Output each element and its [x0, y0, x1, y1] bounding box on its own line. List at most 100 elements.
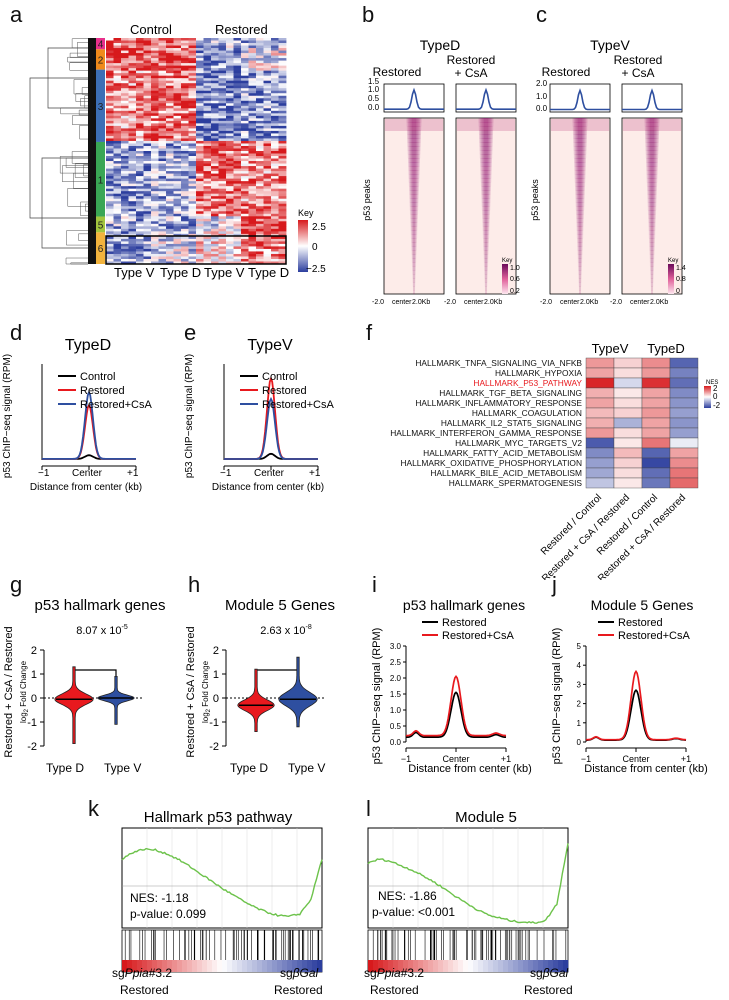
heat-cell: [233, 213, 242, 217]
density-band: [575, 198, 585, 203]
heat-cell: [203, 130, 212, 134]
density-band: [646, 150, 658, 155]
density-band: [412, 270, 416, 275]
density-band: [575, 150, 585, 155]
heat-cell: [143, 78, 152, 82]
heat-cell: [143, 138, 152, 142]
heat-cell: [233, 105, 242, 109]
rank-gradient: [282, 960, 288, 972]
heat-cell: [106, 163, 114, 167]
heat-cell: [271, 178, 279, 182]
density-band: [649, 178, 655, 183]
heat-cell: [143, 178, 152, 182]
density-band: [412, 246, 416, 251]
heat-cell: [113, 181, 122, 185]
density-band: [578, 210, 582, 215]
heat-cell: [263, 221, 272, 225]
col-group-control: Control: [130, 22, 172, 37]
heat-cell: [218, 166, 227, 169]
density-band: [650, 266, 654, 271]
heat-cell: [106, 246, 114, 250]
heat-cell: [196, 38, 204, 41]
heatmap-cells: [106, 38, 287, 265]
rank-gradient: [488, 960, 494, 972]
density-band: [578, 134, 582, 139]
heat-cell: [121, 148, 129, 152]
density-band: [649, 262, 655, 267]
heat-cell: [248, 228, 257, 232]
density-band: [578, 242, 582, 247]
xtick-left-2: -2.0: [610, 299, 622, 306]
heat-cell: [271, 95, 279, 99]
heat-cell: [211, 148, 219, 152]
heat-cell: [128, 221, 137, 225]
density-band: [484, 214, 488, 219]
heat-cell: [211, 218, 219, 222]
heat-cell: [143, 130, 152, 134]
heat-cell: [113, 211, 122, 215]
rank-gradient: [398, 960, 404, 972]
density-band: [578, 178, 582, 183]
density-band: [483, 242, 489, 247]
heat-cell: [128, 50, 137, 54]
heat-cell: [248, 105, 257, 109]
panel-letter-a: a: [10, 2, 23, 27]
heat-cell: [136, 261, 144, 265]
heat-cell: [196, 241, 204, 245]
heat-cell: [203, 201, 212, 205]
dendro-branch: [70, 262, 88, 265]
heat-cell: [143, 218, 152, 222]
heat-cell: [278, 50, 287, 54]
density-band: [482, 134, 490, 139]
heat-cell: [256, 228, 264, 232]
heat-cell: [188, 133, 197, 137]
heat-cell: [136, 95, 144, 99]
density-band: [412, 210, 416, 215]
heat-cell: [181, 88, 189, 92]
heat-cell: [166, 173, 174, 177]
heat-cell: [233, 145, 242, 149]
heat-cell: [106, 100, 114, 104]
heat-cell: [121, 58, 129, 61]
density-band: [579, 286, 581, 291]
heat-cell: [218, 145, 227, 149]
heat-cell: [136, 100, 144, 104]
density-band: [650, 246, 654, 251]
heat-cell: [278, 156, 287, 159]
heat-cell: [278, 238, 287, 242]
heat-cell: [106, 208, 114, 212]
heat-cell: [121, 248, 129, 252]
density-band: [577, 118, 583, 123]
heat-cell: [121, 171, 129, 174]
nes-cell: [641, 407, 671, 419]
heat-cell: [271, 93, 279, 97]
density-band: [578, 174, 582, 179]
heat-cell: [181, 231, 189, 235]
heat-cell: [211, 201, 219, 205]
density-band: [485, 234, 487, 239]
heat-cell: [196, 168, 204, 172]
heat-cell: [278, 163, 287, 167]
heat-cell: [248, 38, 257, 41]
heat-cell: [136, 211, 144, 215]
density-band: [578, 150, 582, 155]
sig-bracket: [73, 669, 117, 678]
heat-cell: [113, 103, 122, 107]
panel-e-line: TypeV p53 ChIP−seq signal (RPM) −1 Cente…: [184, 337, 335, 493]
heat-cell: [106, 133, 114, 137]
heat-cell: [188, 78, 197, 82]
density-band: [649, 146, 655, 151]
density-band: [408, 126, 420, 131]
density-band: [650, 238, 654, 243]
heat-cell: [113, 143, 122, 147]
heat-cell: [188, 90, 197, 94]
heat-cell: [166, 228, 174, 232]
heat-cell: [173, 211, 182, 215]
heat-cell: [233, 211, 242, 215]
density-band: [648, 118, 656, 123]
heat-cell: [158, 75, 167, 79]
density-band: [579, 246, 581, 251]
heat-cell: [233, 208, 242, 212]
heat-cell: [256, 231, 264, 235]
heat-cell: [106, 213, 114, 217]
